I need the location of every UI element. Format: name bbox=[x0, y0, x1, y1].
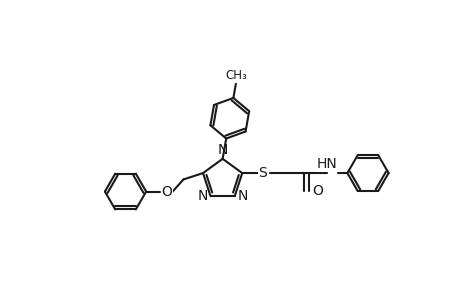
Text: N: N bbox=[237, 189, 247, 203]
Text: O: O bbox=[161, 184, 172, 199]
Text: N: N bbox=[217, 143, 227, 157]
Text: CH₃: CH₃ bbox=[224, 69, 246, 82]
Text: S: S bbox=[258, 166, 267, 180]
Text: O: O bbox=[312, 184, 323, 198]
Text: N: N bbox=[197, 189, 207, 203]
Text: HN: HN bbox=[316, 157, 336, 171]
